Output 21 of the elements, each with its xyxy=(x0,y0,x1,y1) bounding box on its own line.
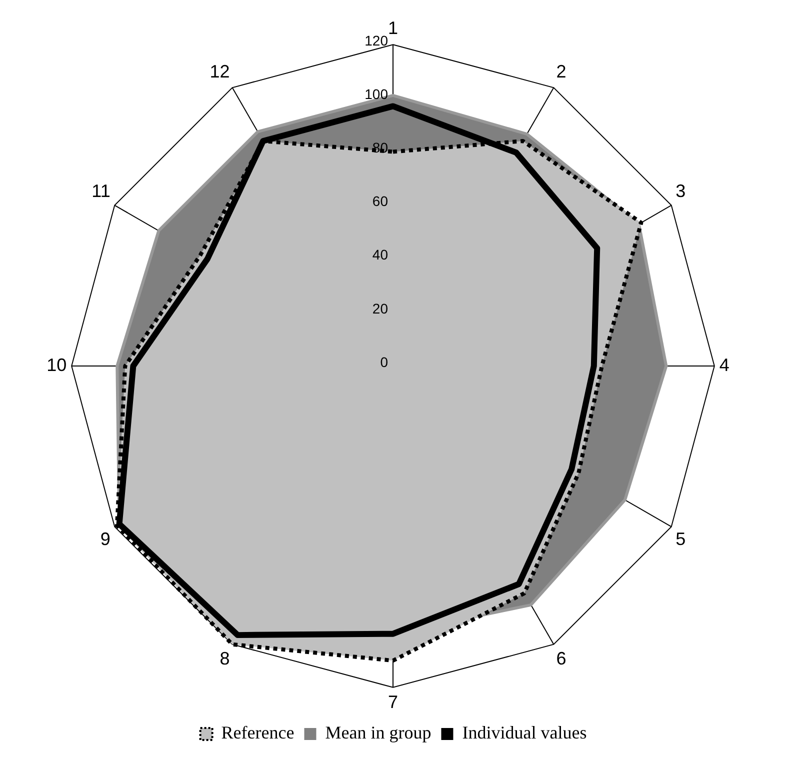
spoke-label: 3 xyxy=(676,180,686,201)
y-tick-label: 120 xyxy=(364,32,388,48)
spoke-label: 6 xyxy=(556,648,566,668)
y-tick-label: 100 xyxy=(364,86,388,102)
y-tick-label: 40 xyxy=(372,246,388,263)
spoke-label: 1 xyxy=(388,18,398,38)
y-tick-label: 20 xyxy=(372,300,388,316)
spoke-label: 8 xyxy=(220,648,230,668)
spoke-label: 11 xyxy=(92,180,110,201)
legend-label: Individual values xyxy=(462,722,587,743)
spoke-label: 9 xyxy=(100,528,110,549)
spoke-label: 12 xyxy=(210,62,230,82)
spoke-label: 4 xyxy=(719,354,730,375)
legend-label: Mean in group xyxy=(325,722,432,743)
spoke-label: 10 xyxy=(46,354,67,375)
legend-label: Reference xyxy=(221,722,294,743)
y-tick-label: 60 xyxy=(372,193,388,210)
y-tick-label: 0 xyxy=(380,354,388,370)
spoke-label: 7 xyxy=(388,692,398,712)
spoke-label: 5 xyxy=(676,528,686,549)
spoke-label: 2 xyxy=(556,62,566,82)
